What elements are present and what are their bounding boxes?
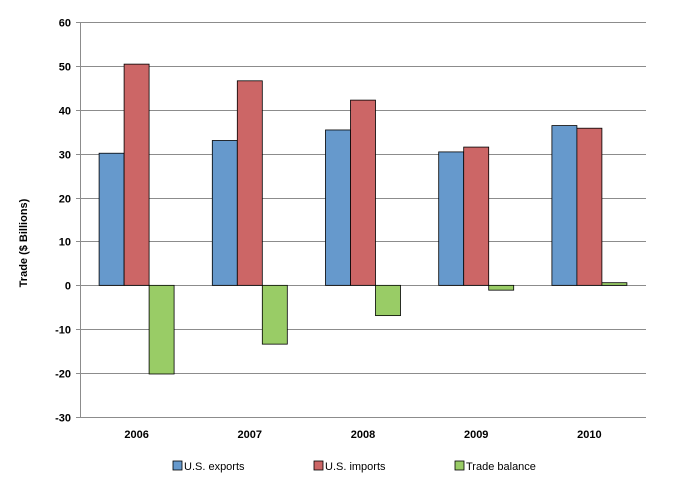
bars [98,63,628,375]
y-tick-label: 60 [59,18,71,30]
bar-u-s-exports [438,151,465,286]
bar-u-s-exports [98,152,125,286]
y-tick-label: 10 [59,237,71,249]
bar-trade-balance [261,284,288,345]
x-tick-label: 2008 [351,429,375,441]
y-tick-label: -10 [55,325,71,337]
legend-label: U.S. exports [184,461,245,473]
x-tick-labels: 2006 2007 2008 2009 2010 [124,429,601,441]
legend-label: Trade balance [466,461,536,473]
bar-u-s-imports [350,99,376,286]
bar-u-s-imports [576,127,603,286]
legend-swatch [313,460,324,471]
x-tick-label: 2009 [464,429,488,441]
x-tick-label: 2006 [124,429,148,441]
bar-u-s-exports [325,129,351,286]
bar-trade-balance [148,284,175,375]
bar-u-s-imports [463,146,490,286]
bar-u-s-imports [123,63,150,286]
bar-u-s-imports [236,80,263,286]
x-tick-label: 2007 [238,429,262,441]
y-tick-label: 0 [65,281,71,293]
legend-swatch [454,460,465,471]
x-tick-label: 2010 [577,429,601,441]
y-tick-label: -20 [55,369,71,381]
bar-trade-balance [488,284,515,291]
bar-u-s-exports [551,125,578,286]
bar-trade-balance [601,282,628,286]
y-tick-label: -30 [55,413,71,425]
y-tick-label: 50 [59,62,71,74]
axes [76,22,81,418]
legend-swatch [172,460,183,471]
legend-label: U.S. imports [325,461,386,473]
bar-u-s-exports [211,140,238,286]
legend: U.S. exports U.S. imports Trade balance [172,460,536,473]
y-tick-label: 40 [59,106,71,118]
y-axis-title: Trade ($ Billions) [18,198,30,287]
y-tick-label: 20 [59,194,71,206]
bar-trade-balance [375,284,401,317]
y-tick-label: 30 [59,150,71,162]
y-tick-labels: -30 -20 -10 0 10 20 30 40 50 60 [55,18,71,425]
